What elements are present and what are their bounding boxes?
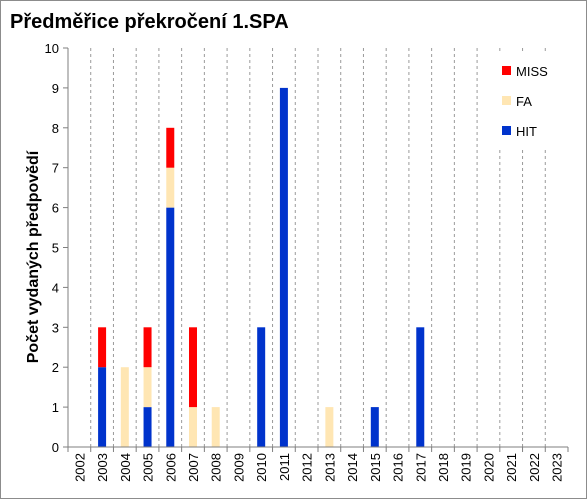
x-tick-label: 2006 [163, 453, 178, 482]
x-tick-label: 2002 [72, 453, 87, 482]
bar-hit-2011 [279, 87, 288, 448]
bar-fa-2008 [211, 407, 220, 447]
x-tick-label: 2004 [118, 453, 133, 482]
legend-swatch-fa [502, 96, 511, 105]
x-tick-label: 2005 [141, 453, 156, 482]
bar-fa-2005 [143, 367, 152, 408]
bar-fa-2006 [166, 167, 175, 208]
bar-hit-2003 [98, 367, 107, 447]
y-tick-label: 7 [52, 161, 59, 176]
y-tick-label: 3 [52, 320, 59, 335]
y-tick-label: 9 [52, 81, 59, 96]
legend: MISS FA HIT [494, 53, 554, 148]
legend-label-hit: HIT [516, 124, 537, 139]
y-tick-label: 8 [52, 121, 59, 136]
legend-label-miss: MISS [516, 64, 548, 79]
bar-miss-2003 [98, 327, 107, 368]
x-tick-label: 2010 [254, 453, 269, 482]
y-tick-label: 10 [45, 41, 59, 56]
x-tick-label: 2016 [391, 453, 406, 482]
x-tick-label: 2023 [550, 453, 565, 482]
bars [98, 87, 425, 448]
x-tick-label: 2003 [95, 453, 110, 482]
x-tick-label: 2018 [436, 453, 451, 482]
bar-hit-2010 [257, 327, 266, 447]
x-tick-label: 2007 [186, 453, 201, 482]
chart-title: Předměřice překročení 1.SPA [10, 11, 289, 33]
y-tick-label: 5 [52, 241, 59, 256]
y-axis-label: Počet vydaných předpovědí [25, 150, 42, 363]
bar-hit-2005 [143, 407, 152, 447]
y-tick-labels: 0 1 2 3 4 5 6 7 8 9 10 [45, 41, 59, 455]
bar-fa-2007 [189, 407, 197, 447]
bar-fa-2013 [325, 407, 334, 447]
x-tick-label: 2015 [368, 453, 383, 482]
bar-hit-2006 [166, 207, 175, 447]
x-tick-label: 2017 [413, 453, 428, 482]
bar-fa-2004 [120, 367, 129, 447]
bar-hit-2017 [416, 327, 425, 447]
x-tick-label: 2012 [300, 453, 315, 482]
x-tick-label: 2019 [459, 453, 474, 482]
x-tick-labels: 2002 2003 2004 2005 2006 2007 2008 2009 2010 2011… [72, 453, 564, 482]
axes [63, 47, 569, 452]
legend-label-fa: FA [516, 94, 532, 109]
legend-swatch-miss [502, 66, 511, 75]
x-tick-label: 2013 [322, 453, 337, 482]
y-tick-label: 4 [52, 280, 59, 295]
y-tick-label: 6 [52, 201, 59, 216]
legend-swatch-hit [502, 126, 511, 135]
x-tick-label: 2011 [277, 453, 292, 481]
x-tick-label: 2021 [504, 453, 519, 482]
bar-miss-2007 [189, 327, 197, 408]
y-tick-label: 2 [52, 360, 59, 375]
x-tick-label: 2020 [481, 453, 496, 482]
bar-hit-2015 [370, 407, 379, 447]
y-tick-label: 0 [52, 440, 59, 455]
grid-lines [90, 48, 546, 447]
bar-miss-2005 [143, 327, 152, 368]
y-tick-label: 1 [52, 400, 59, 415]
bar-miss-2006 [166, 127, 175, 168]
x-tick-label: 2022 [527, 453, 542, 482]
x-tick-label: 2009 [231, 453, 246, 482]
x-tick-label: 2008 [209, 453, 224, 482]
x-tick-label: 2014 [345, 453, 360, 482]
